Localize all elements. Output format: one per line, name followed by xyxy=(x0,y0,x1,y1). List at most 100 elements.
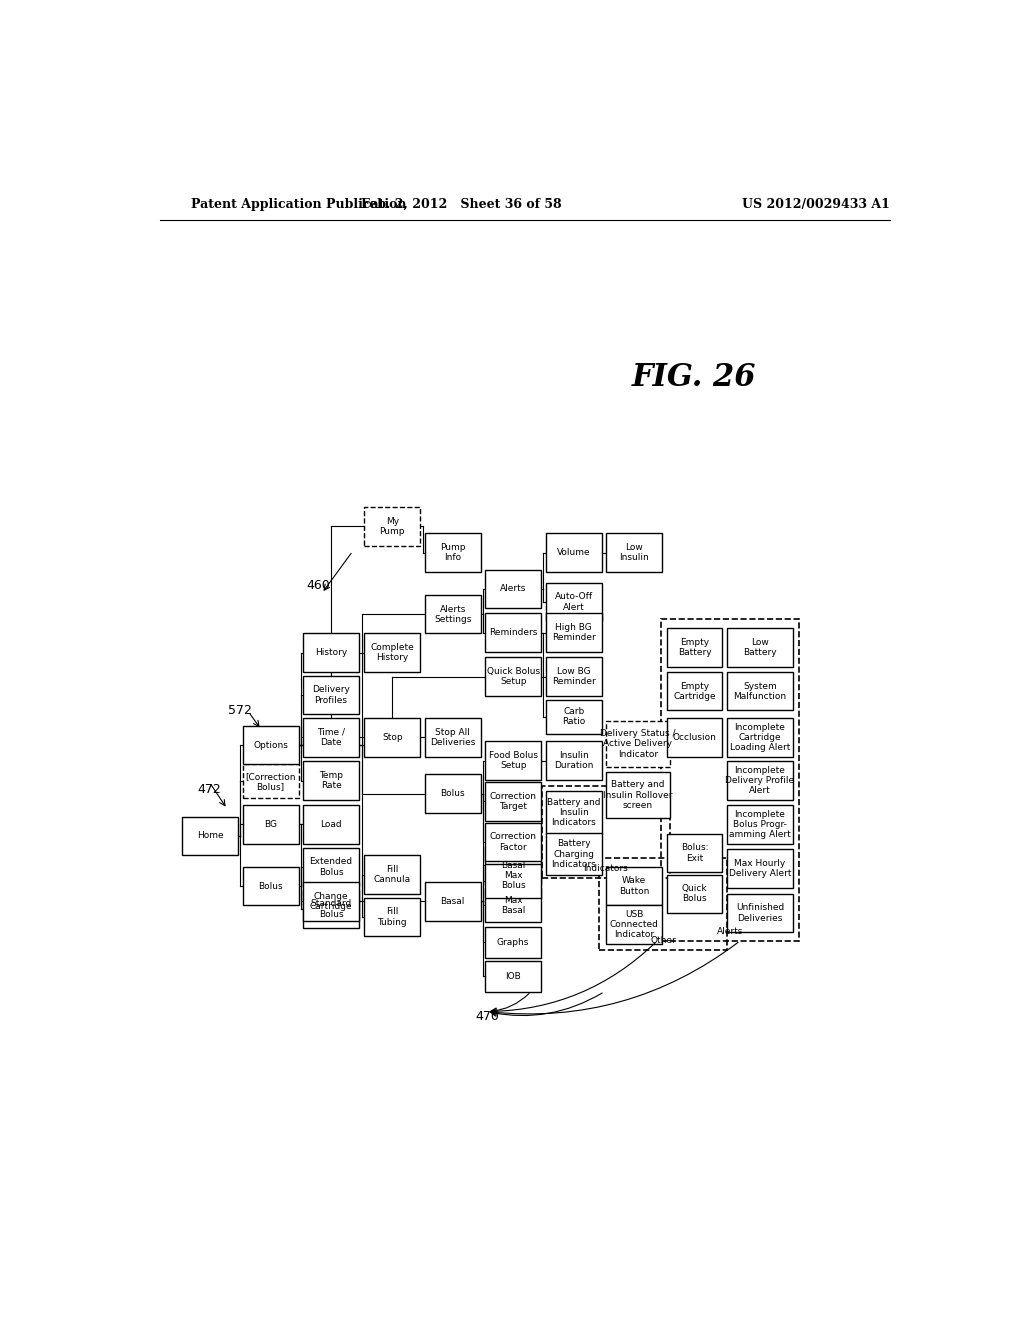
FancyBboxPatch shape xyxy=(303,882,359,921)
Text: Basal: Basal xyxy=(501,861,525,870)
Text: Incomplete
Cartridge
Loading Alert: Incomplete Cartridge Loading Alert xyxy=(730,722,791,752)
Text: Fill
Tubing: Fill Tubing xyxy=(378,907,408,927)
FancyBboxPatch shape xyxy=(303,805,359,843)
Text: FIG. 26: FIG. 26 xyxy=(632,363,756,393)
Text: Insulin
Duration: Insulin Duration xyxy=(554,751,593,771)
Text: High BG
Reminder: High BG Reminder xyxy=(552,623,596,643)
FancyBboxPatch shape xyxy=(667,875,722,913)
Text: Delivery
Profiles: Delivery Profiles xyxy=(312,685,350,705)
Text: Low
Battery: Low Battery xyxy=(743,638,777,657)
Text: Indicators: Indicators xyxy=(584,865,628,874)
Text: Volume: Volume xyxy=(557,548,591,557)
FancyBboxPatch shape xyxy=(425,533,480,572)
FancyBboxPatch shape xyxy=(485,614,541,652)
Text: Pump
Info: Pump Info xyxy=(440,543,466,562)
Text: Stop All
Deliveries: Stop All Deliveries xyxy=(430,727,475,747)
Text: Complete
History: Complete History xyxy=(371,643,414,663)
FancyBboxPatch shape xyxy=(303,762,359,800)
FancyBboxPatch shape xyxy=(606,721,670,767)
Text: 472: 472 xyxy=(198,783,221,796)
FancyBboxPatch shape xyxy=(546,657,601,696)
FancyBboxPatch shape xyxy=(546,700,601,734)
Text: Food Bolus
Setup: Food Bolus Setup xyxy=(488,751,538,771)
Text: Low BG
Reminder: Low BG Reminder xyxy=(552,667,596,686)
Text: Max
Basal: Max Basal xyxy=(501,895,525,915)
Text: Reminders: Reminders xyxy=(489,628,538,638)
Text: Load: Load xyxy=(321,820,342,829)
FancyBboxPatch shape xyxy=(425,595,480,634)
Text: Carb
Ratio: Carb Ratio xyxy=(562,708,586,726)
Text: Alerts: Alerts xyxy=(500,585,526,593)
FancyBboxPatch shape xyxy=(243,805,299,843)
FancyBboxPatch shape xyxy=(606,867,662,906)
Text: Max Hourly
Delivery Alert: Max Hourly Delivery Alert xyxy=(729,858,792,878)
Text: Unfinished
Deliveries: Unfinished Deliveries xyxy=(736,903,784,923)
Text: Bolus:
Exit: Bolus: Exit xyxy=(681,843,709,863)
FancyBboxPatch shape xyxy=(546,792,601,834)
Text: Feb. 2, 2012   Sheet 36 of 58: Feb. 2, 2012 Sheet 36 of 58 xyxy=(361,198,561,211)
Text: Battery and
Insulin Rollover
screen: Battery and Insulin Rollover screen xyxy=(603,780,673,810)
Text: Alerts: Alerts xyxy=(717,927,743,936)
Text: IOB: IOB xyxy=(505,972,521,981)
Text: Standard
Bolus: Standard Bolus xyxy=(310,899,351,919)
FancyBboxPatch shape xyxy=(365,855,420,894)
FancyBboxPatch shape xyxy=(425,718,480,756)
FancyBboxPatch shape xyxy=(546,614,601,652)
Text: Wake
Button: Wake Button xyxy=(618,876,649,896)
FancyBboxPatch shape xyxy=(667,672,722,710)
FancyBboxPatch shape xyxy=(425,775,480,813)
FancyBboxPatch shape xyxy=(365,898,420,936)
Text: 470: 470 xyxy=(475,1010,499,1023)
FancyBboxPatch shape xyxy=(485,657,541,696)
Text: Fill
Cannula: Fill Cannula xyxy=(374,865,411,884)
Text: Temp
Rate: Temp Rate xyxy=(319,771,343,791)
FancyBboxPatch shape xyxy=(485,781,541,821)
Text: Empty
Cartridge: Empty Cartridge xyxy=(673,681,716,701)
FancyBboxPatch shape xyxy=(485,927,541,958)
FancyBboxPatch shape xyxy=(606,533,662,572)
Text: Incomplete
Delivery Profile
Alert: Incomplete Delivery Profile Alert xyxy=(725,766,795,796)
FancyBboxPatch shape xyxy=(303,676,359,714)
FancyBboxPatch shape xyxy=(303,718,359,756)
Text: Quick Bolus
Setup: Quick Bolus Setup xyxy=(486,667,540,686)
FancyBboxPatch shape xyxy=(425,882,480,921)
FancyBboxPatch shape xyxy=(606,906,662,944)
Text: Alerts
Settings: Alerts Settings xyxy=(434,605,471,624)
FancyBboxPatch shape xyxy=(727,628,793,667)
Text: Correction
Target: Correction Target xyxy=(489,792,537,810)
Text: 460: 460 xyxy=(306,579,330,593)
Text: My
Pump: My Pump xyxy=(380,516,406,536)
Text: Bolus: Bolus xyxy=(258,882,283,891)
FancyBboxPatch shape xyxy=(485,888,541,923)
Text: Max
Bolus: Max Bolus xyxy=(501,871,525,891)
FancyBboxPatch shape xyxy=(546,533,601,572)
Text: Battery
Charging
Indicators: Battery Charging Indicators xyxy=(551,840,596,869)
Text: Quick
Bolus: Quick Bolus xyxy=(682,884,708,903)
Text: USB
Connected
Indicator: USB Connected Indicator xyxy=(609,909,658,940)
FancyBboxPatch shape xyxy=(243,867,299,906)
FancyBboxPatch shape xyxy=(485,742,541,780)
FancyBboxPatch shape xyxy=(667,718,722,756)
FancyBboxPatch shape xyxy=(365,718,420,756)
FancyBboxPatch shape xyxy=(727,762,793,800)
Text: Change
Cartridge: Change Cartridge xyxy=(309,892,352,911)
Text: [Correction
Bolus]: [Correction Bolus] xyxy=(246,772,296,791)
FancyBboxPatch shape xyxy=(606,772,670,818)
Text: 572: 572 xyxy=(228,704,252,717)
Text: Bolus: Bolus xyxy=(440,789,465,799)
FancyBboxPatch shape xyxy=(485,822,541,862)
FancyBboxPatch shape xyxy=(365,634,420,672)
Text: Delivery Status /
Active Delivery
Indicator: Delivery Status / Active Delivery Indica… xyxy=(600,729,676,759)
FancyBboxPatch shape xyxy=(182,817,238,855)
Text: Battery and
Insulin
Indicators: Battery and Insulin Indicators xyxy=(547,797,600,828)
Text: Low
Insulin: Low Insulin xyxy=(620,543,649,562)
FancyBboxPatch shape xyxy=(303,847,359,886)
Text: Extended
Bolus: Extended Bolus xyxy=(309,857,352,876)
FancyBboxPatch shape xyxy=(485,863,541,898)
Text: Other: Other xyxy=(650,936,676,945)
FancyBboxPatch shape xyxy=(485,570,541,609)
Text: Options: Options xyxy=(253,741,288,750)
Text: History: History xyxy=(315,648,347,657)
FancyBboxPatch shape xyxy=(727,805,793,843)
FancyBboxPatch shape xyxy=(667,834,722,873)
